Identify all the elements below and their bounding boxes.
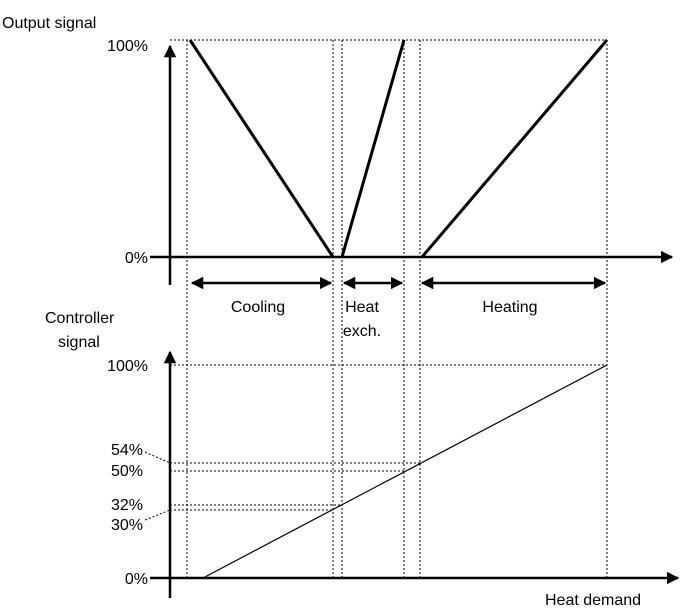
y-label: 54% [111,442,143,459]
zone-label: Heat [345,299,379,316]
zone-label: Cooling [231,299,285,316]
x-axis-label: Heat demand [545,592,641,609]
y-label: 50% [111,463,143,480]
bottom-axes [150,350,680,598]
y-label: 100% [107,358,148,375]
zone-label: exch. [343,323,381,340]
y-axis-label: Controller [45,310,115,327]
y-label: 30% [111,517,143,534]
y-axis-label: Output signal [2,15,96,32]
top-axes [150,44,674,285]
zone-label: Heating [482,299,537,316]
y-axis-label: signal [58,334,100,351]
y-label: 0% [125,571,148,588]
y-label: 32% [111,497,143,514]
y-label: 100% [107,38,148,55]
output-lines [188,39,609,258]
controller-line [202,364,608,579]
y-label: 0% [125,250,148,267]
guides [144,39,608,578]
